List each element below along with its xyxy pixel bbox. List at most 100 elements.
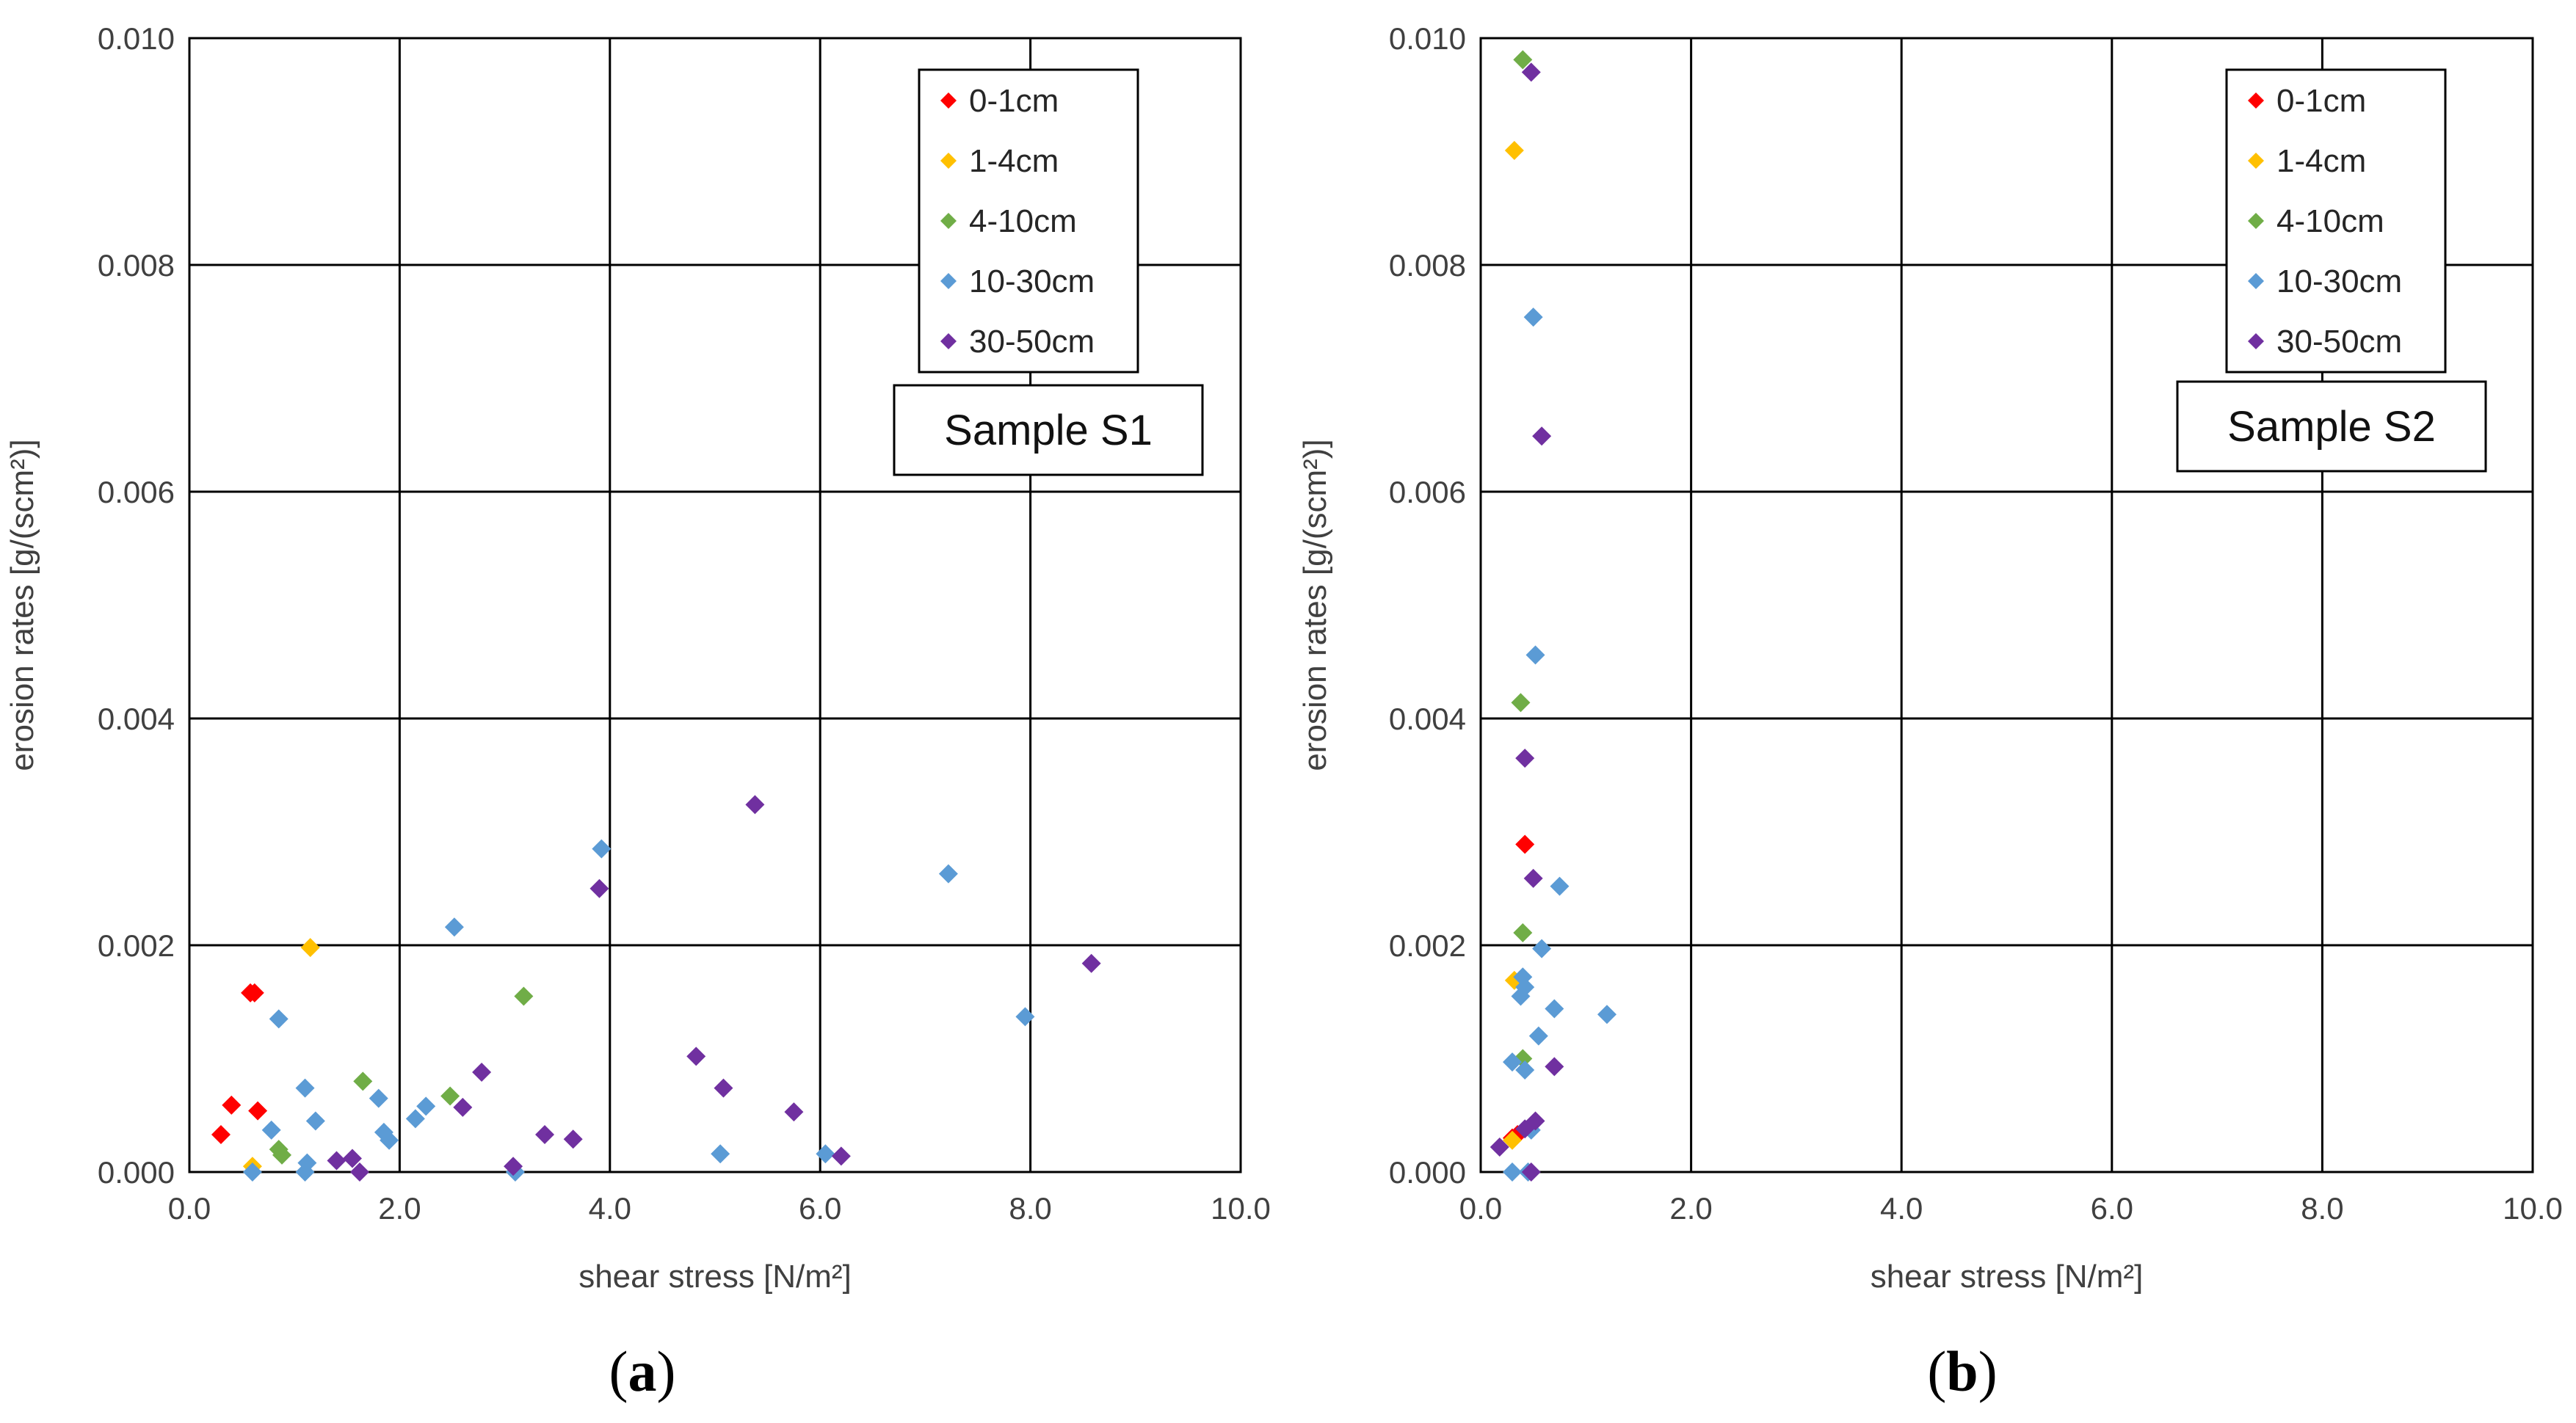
data-point-4-10cm — [1513, 923, 1533, 943]
data-point-30-50cm — [686, 1047, 706, 1066]
x-tick-label: 8.0 — [2301, 1191, 2343, 1226]
data-point-10-30cm — [1528, 1026, 1548, 1046]
data-point-1-4cm — [1504, 140, 1524, 160]
data-point-30-50cm — [327, 1151, 347, 1171]
legend-marker-0-1cm — [2248, 92, 2264, 109]
data-point-30-50cm — [1515, 749, 1535, 768]
legend-label-30-50cm: 30-50cm — [2276, 324, 2402, 360]
y-tick-label: 0.006 — [1389, 475, 1466, 509]
legend-marker-4-10cm — [2248, 213, 2264, 229]
data-point-10-30cm — [297, 1153, 317, 1173]
data-point-30-50cm — [1490, 1138, 1509, 1157]
legend-marker-4-10cm — [940, 213, 957, 229]
data-point-10-30cm — [380, 1130, 399, 1150]
y-tick-label: 0.006 — [98, 475, 175, 509]
data-point-30-50cm — [453, 1097, 473, 1117]
data-point-10-30cm — [1532, 939, 1552, 958]
sample-annotation: Sample S1 — [944, 407, 1153, 454]
data-point-30-50cm — [535, 1125, 555, 1145]
chart-panel-b: 0.0 2.0 4.0 6.0 8.0 10.0 0.000 0.002 0.004 0.006 0… — [1297, 21, 2563, 1403]
data-point-30-50cm — [1081, 953, 1101, 973]
data-point-10-30cm — [1525, 645, 1545, 665]
data-point-0-1cm — [222, 1095, 242, 1115]
data-point-10-30cm — [444, 917, 464, 937]
legend-marker-0-1cm — [940, 92, 957, 109]
data-point-30-50cm — [563, 1129, 583, 1149]
x-tick-label: 10.0 — [2503, 1191, 2563, 1226]
data-point-30-50cm — [472, 1063, 492, 1082]
legend-label-4-10cm: 4-10cm — [969, 203, 1077, 239]
x-tick-label: 2.0 — [1669, 1191, 1712, 1226]
data-point-10-30cm — [1545, 999, 1564, 1019]
data-point-10-30cm — [242, 1162, 262, 1182]
x-axis-title: shear stress [N/m²] — [1871, 1259, 2144, 1295]
data-point-4-10cm — [1511, 693, 1531, 713]
x-tick-label: 6.0 — [799, 1191, 841, 1226]
panel-label: (a) — [609, 1339, 676, 1403]
data-point-4-10cm — [353, 1071, 373, 1091]
x-tick-label: 4.0 — [1880, 1191, 1923, 1226]
data-point-30-50cm — [745, 795, 765, 815]
data-point-4-10cm — [1513, 50, 1533, 70]
x-tick-label: 8.0 — [1009, 1191, 1051, 1226]
y-tick-label: 0.010 — [1389, 21, 1466, 56]
data-point-10-30cm — [1015, 1007, 1035, 1027]
sample-annotation-box — [2176, 380, 2487, 473]
legend-label-1-4cm: 1-4cm — [969, 143, 1059, 179]
data-point-1-4cm — [1502, 1130, 1522, 1150]
legend-marker-1-4cm — [2248, 153, 2264, 169]
data-point-30-50cm — [1532, 426, 1552, 446]
data-point-10-30cm — [269, 1009, 289, 1029]
y-axis-title: erosion rates [g/(scm²)] — [1297, 439, 1333, 771]
data-point-30-50cm — [349, 1162, 369, 1182]
data-point-10-30cm — [711, 1144, 730, 1164]
y-tick-label: 0.002 — [1389, 928, 1466, 963]
data-point-10-30cm — [1550, 876, 1570, 896]
data-point-10-30cm — [1597, 1005, 1617, 1025]
data-point-10-30cm — [816, 1144, 835, 1164]
legend-marker-10-30cm — [2248, 273, 2264, 289]
data-point-30-50cm — [1521, 62, 1541, 82]
x-tick-label: 0.0 — [1459, 1191, 1502, 1226]
y-tick-label: 0.002 — [98, 928, 175, 963]
y-tick-label: 0.000 — [98, 1155, 175, 1190]
y-tick-label: 0.008 — [1389, 248, 1466, 283]
x-tick-label: 4.0 — [589, 1191, 631, 1226]
data-point-30-50cm — [504, 1157, 523, 1176]
x-tick-label: 2.0 — [378, 1191, 421, 1226]
data-point-30-50cm — [1523, 868, 1543, 888]
data-point-10-30cm — [1502, 1052, 1522, 1072]
data-point-30-50cm — [784, 1102, 804, 1122]
y-tick-label: 0.004 — [98, 702, 175, 736]
data-point-10-30cm — [405, 1109, 425, 1129]
data-point-10-30cm — [938, 864, 958, 884]
data-point-10-30cm — [305, 1111, 325, 1131]
y-tick-label: 0.000 — [1389, 1155, 1466, 1190]
data-point-10-30cm — [295, 1078, 315, 1098]
sample-annotation: Sample S2 — [2227, 403, 2436, 451]
data-point-30-50cm — [342, 1149, 362, 1168]
y-tick-label: 0.004 — [1389, 702, 1466, 736]
legend-marker-10-30cm — [940, 273, 957, 289]
data-point-0-1cm — [244, 983, 264, 1002]
legend-label-30-50cm: 30-50cm — [969, 324, 1095, 360]
chart-panel-a: 0.0 2.0 4.0 6.0 8.0 10.0 0.000 0.002 0.004 0.006 0… — [4, 21, 1271, 1403]
data-point-30-50cm — [1545, 1057, 1564, 1077]
data-point-0-1cm — [248, 1101, 268, 1121]
x-tick-label: 0.0 — [168, 1191, 211, 1226]
x-axis-title: shear stress [N/m²] — [578, 1259, 852, 1295]
y-tick-label: 0.008 — [98, 248, 175, 283]
data-point-4-10cm — [272, 1145, 292, 1165]
legend-label-10-30cm: 10-30cm — [969, 263, 1095, 299]
data-point-10-30cm — [592, 839, 612, 859]
legend-label-0-1cm: 0-1cm — [969, 83, 1059, 119]
data-point-0-1cm — [211, 1125, 231, 1145]
data-point-30-50cm — [1521, 1162, 1541, 1182]
data-point-10-30cm — [369, 1088, 388, 1108]
data-point-10-30cm — [1511, 986, 1531, 1006]
data-point-30-50cm — [831, 1146, 851, 1166]
legend-marker-30-50cm — [940, 333, 957, 349]
y-axis-title: erosion rates [g/(scm²)] — [4, 439, 40, 771]
x-tick-label: 10.0 — [1211, 1191, 1271, 1226]
